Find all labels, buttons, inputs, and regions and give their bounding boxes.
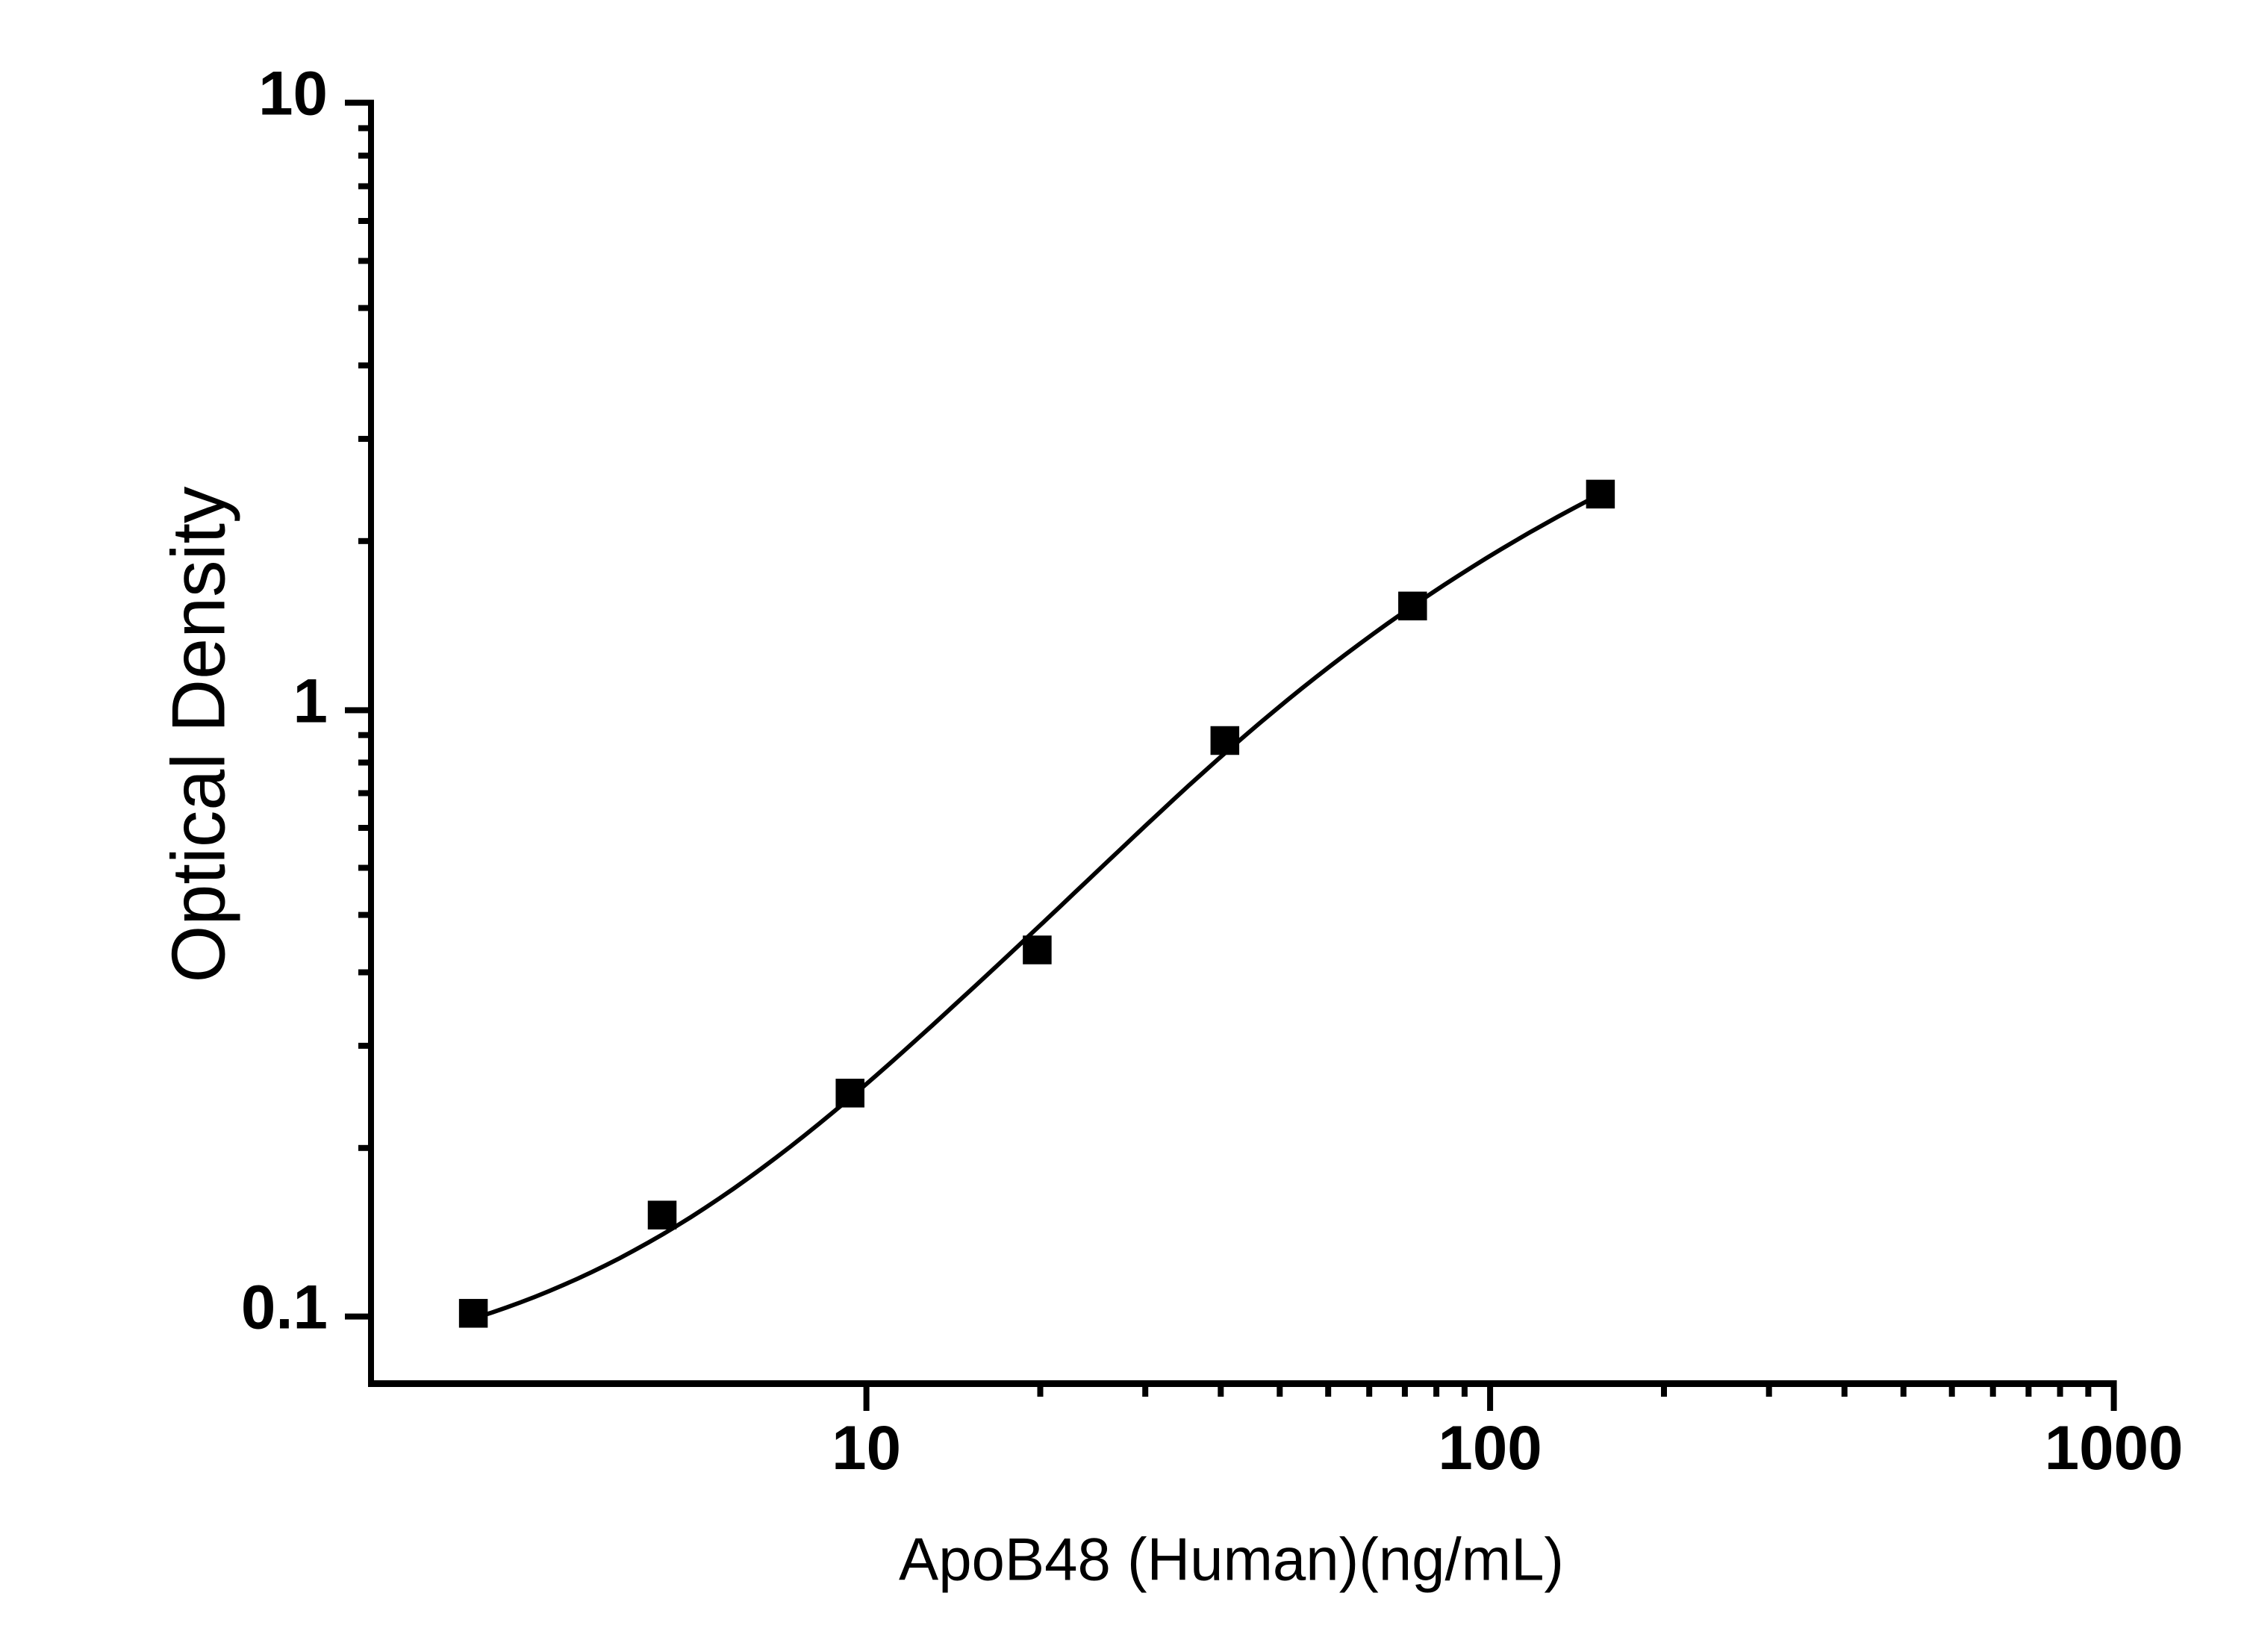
svg-text:ApoB48 (Human)(ng/mL): ApoB48 (Human)(ng/mL): [899, 1526, 1564, 1593]
svg-text:10: 10: [832, 1412, 901, 1483]
svg-text:100: 100: [1438, 1412, 1542, 1483]
svg-text:0.1: 0.1: [241, 1272, 328, 1342]
svg-text:Optical Density: Optical Density: [158, 486, 241, 982]
svg-text:1000: 1000: [2045, 1412, 2184, 1483]
svg-text:1: 1: [293, 665, 328, 735]
svg-text:10: 10: [258, 58, 328, 128]
